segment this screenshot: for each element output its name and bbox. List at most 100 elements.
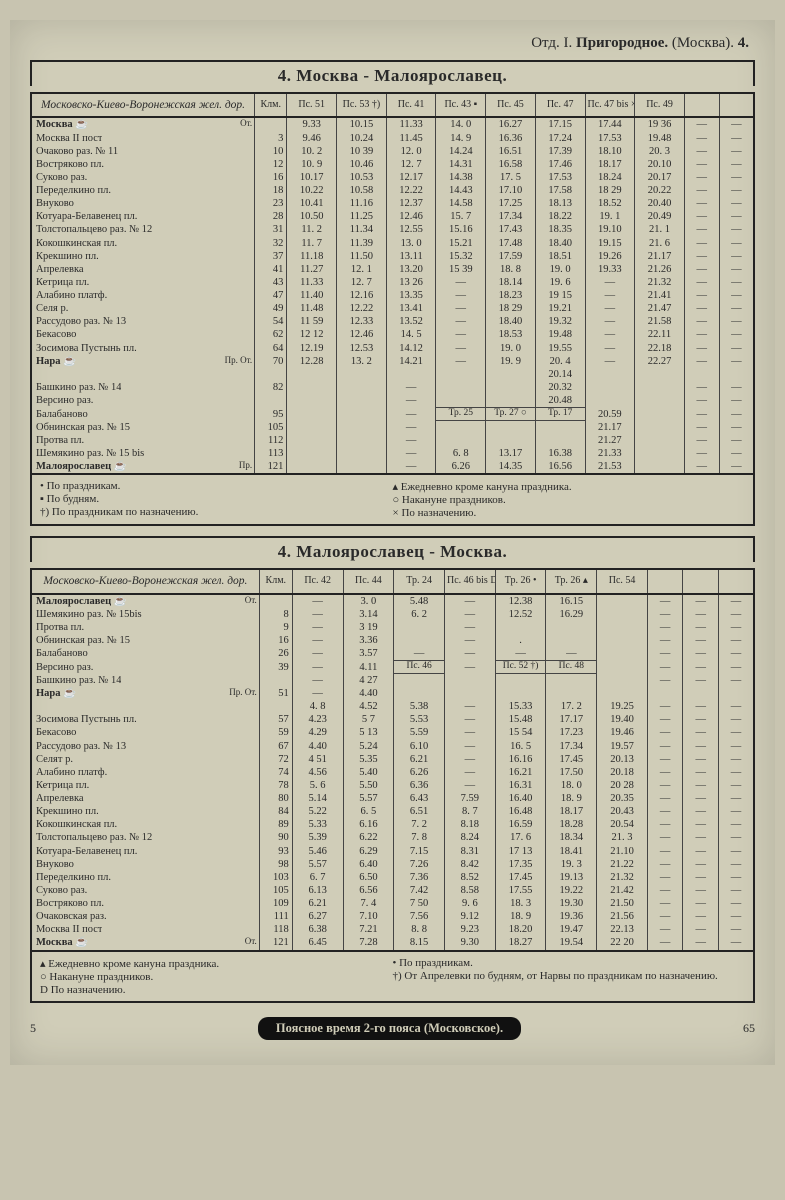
table-row: 4. 84.525.38—15.3317. 219.25———	[31, 700, 754, 713]
time-cell: 19.25	[597, 700, 648, 713]
time-cell	[287, 394, 337, 408]
time-cell: 17.46	[535, 158, 585, 171]
km-cell	[259, 700, 292, 713]
station-cell: Бекасово	[31, 328, 255, 341]
time-cell: —	[683, 792, 719, 805]
footer-left: 5	[30, 1021, 36, 1036]
km-cell: 95	[255, 408, 287, 421]
time-cell: —	[718, 936, 754, 950]
time-cell: —	[292, 687, 343, 700]
time-cell: 18.53	[486, 328, 536, 341]
table-row: Шемякино раз. № 15bis8—3.146. 2—12.5216.…	[31, 608, 754, 621]
time-cell: 12.22	[337, 302, 387, 315]
station-cell	[31, 700, 259, 713]
station-cell: Алабино платф.	[31, 289, 255, 302]
time-cell	[444, 687, 495, 700]
time-cell	[546, 687, 597, 700]
time-cell: 18.24	[585, 171, 635, 184]
station-cell: Нара ☕Пр. От.	[31, 355, 255, 368]
time-cell: 6.38	[292, 923, 343, 936]
time-cell: —	[719, 408, 754, 421]
col-h: Пс. 45	[486, 93, 536, 117]
page-header: Отд. I. Пригородное. (Москва). 4.	[30, 35, 755, 52]
time-cell: —	[718, 923, 754, 936]
time-cell: 5. 6	[292, 779, 343, 792]
time-cell: —	[444, 634, 495, 647]
time-cell: —	[719, 342, 754, 355]
km-cell: 98	[259, 858, 292, 871]
km-cell: 82	[255, 381, 287, 394]
time-cell: 18.10	[585, 145, 635, 158]
time-cell: —	[718, 884, 754, 897]
time-cell: —	[386, 381, 436, 394]
time-cell: —	[292, 661, 343, 674]
time-cell: 20.13	[597, 753, 648, 766]
time-cell: 9.46	[287, 132, 337, 145]
time-cell: 8. 7	[444, 805, 495, 818]
time-cell: —	[292, 608, 343, 621]
time-cell: 6.50	[343, 871, 394, 884]
time-cell	[495, 621, 546, 634]
time-cell: 11.48	[287, 302, 337, 315]
table-row: Рассудово раз. № 13674.405.246.10—16. 51…	[31, 740, 754, 753]
time-cell: 19 15	[535, 289, 585, 302]
time-cell: —	[683, 818, 719, 831]
table-row: 20.14	[31, 368, 754, 381]
time-cell: 11.27	[287, 263, 337, 276]
legend-item: †) От Апрелевки по будням, от Нарвы по п…	[393, 970, 746, 982]
time-cell: —	[444, 766, 495, 779]
time-cell: 6.56	[343, 884, 394, 897]
time-cell: —	[647, 661, 683, 674]
time-cell: 6.26	[394, 766, 445, 779]
table-row: Обнинская раз. № 15105—21.17——	[31, 421, 754, 434]
time-cell: —	[585, 342, 635, 355]
time-cell: 7. 8	[394, 831, 445, 844]
time-cell: —	[684, 394, 719, 408]
station-cell: Селя р.	[31, 302, 255, 315]
km-cell: 8	[259, 608, 292, 621]
time-cell: —	[719, 223, 754, 236]
time-cell: 18 29	[585, 184, 635, 197]
time-cell: 20.18	[597, 766, 648, 779]
time-cell: 10.15	[337, 117, 387, 131]
time-cell: —	[444, 594, 495, 608]
km-cell: 121	[259, 936, 292, 950]
time-cell	[444, 674, 495, 687]
time-cell	[597, 687, 648, 700]
station-cell: Очаковская раз.	[31, 910, 259, 923]
time-cell: —	[683, 831, 719, 844]
time-cell: —	[718, 858, 754, 871]
time-cell	[486, 394, 536, 408]
time-cell: —	[683, 884, 719, 897]
time-cell: —	[718, 740, 754, 753]
table-row: Нара ☕Пр. От.51—4.40	[31, 687, 754, 700]
time-cell: —	[647, 740, 683, 753]
time-cell: —	[684, 315, 719, 328]
time-cell: 11. 7	[287, 237, 337, 250]
time-cell	[597, 621, 648, 634]
time-cell: 18.27	[495, 936, 546, 950]
km-cell: 105	[255, 421, 287, 434]
time-cell: 16. 5	[495, 740, 546, 753]
time-cell: 6. 8	[436, 447, 486, 460]
legend-item: ○ Накануне праздников.	[40, 971, 393, 983]
time-cell: —	[718, 621, 754, 634]
time-cell: 12.16	[337, 289, 387, 302]
table-row: Рассудово раз. № 135411 5912.3313.52—18.…	[31, 315, 754, 328]
time-cell	[337, 381, 387, 394]
time-cell	[647, 687, 683, 700]
time-cell	[486, 434, 536, 447]
time-cell: 7.56	[394, 910, 445, 923]
station-cell: Обнинская раз. № 15	[31, 634, 259, 647]
time-cell	[597, 634, 648, 647]
time-cell: 17.35	[495, 858, 546, 871]
time-cell: 21. 1	[635, 223, 685, 236]
time-cell: 4.40	[292, 740, 343, 753]
time-cell: 4.11	[343, 661, 394, 674]
time-cell: 19.10	[585, 223, 635, 236]
time-cell	[287, 447, 337, 460]
time-cell: 19.48	[535, 328, 585, 341]
time-cell: 17.48	[486, 237, 536, 250]
time-cell: —	[684, 460, 719, 474]
time-cell: 6.21	[394, 753, 445, 766]
